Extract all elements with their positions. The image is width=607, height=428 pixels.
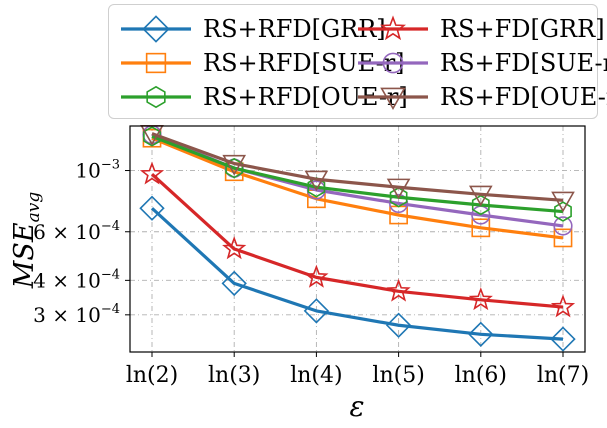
data-point xyxy=(303,298,330,324)
legend-swatch xyxy=(121,52,191,74)
legend-marker xyxy=(379,15,407,41)
series-RS+FD[SUE-r] xyxy=(142,124,573,236)
series-line xyxy=(151,136,564,240)
data-point xyxy=(307,176,326,198)
data-point xyxy=(139,161,165,185)
legend-item: RS+FD[OUE-r] xyxy=(354,81,607,113)
y-tick-label: 6 × 10−4 xyxy=(33,219,120,244)
series-RS+RFD[SUE-r] xyxy=(142,128,573,248)
legend-label: RS+RFD[GRR] xyxy=(203,15,386,43)
data-point xyxy=(553,228,573,248)
data-point xyxy=(550,326,576,352)
data-point xyxy=(221,270,247,297)
data-point xyxy=(385,312,412,338)
data-point xyxy=(222,236,247,260)
legend-item: RS+RFD[OUE-r] xyxy=(117,81,408,113)
data-point xyxy=(304,264,329,288)
legend-label: RS+FD[SUE-r] xyxy=(440,49,607,77)
legend-swatch xyxy=(358,52,428,74)
series-RS+RFD[GRR] xyxy=(139,195,576,352)
y-tick-label: 4 × 10−4 xyxy=(33,267,120,292)
legend-marker xyxy=(382,52,404,74)
legend-marker xyxy=(380,87,406,111)
series-line xyxy=(151,134,564,214)
y-axis-label: MSEavg xyxy=(9,192,44,290)
y-axis-label-subscript: avg xyxy=(24,192,44,223)
legend-marker xyxy=(142,15,170,43)
legend-item: RS+FD[GRR] xyxy=(354,13,605,45)
x-tick-label: ln(3) xyxy=(208,363,260,388)
legend-item: RS+FD[SUE-r] xyxy=(354,47,607,79)
data-point xyxy=(551,191,575,213)
data-point xyxy=(550,294,576,318)
x-axis-label: ε xyxy=(349,390,364,423)
data-point xyxy=(471,218,491,238)
svg-text:MSEavg: MSEavg xyxy=(9,192,44,290)
legend-marker xyxy=(145,52,167,74)
x-tick-label: ln(6) xyxy=(455,363,507,388)
y-axis-label-main: MSE xyxy=(9,222,40,289)
data-point xyxy=(553,216,573,236)
x-axis: ln(2) ln(3) ln(4) ln(5) ln(6) ln(7) xyxy=(126,352,589,388)
data-point xyxy=(468,185,493,207)
y-tick-label: 3 × 10−4 xyxy=(33,302,120,327)
series-line xyxy=(151,132,564,202)
data-point xyxy=(222,154,247,176)
x-tick-label: ln(5) xyxy=(372,363,424,388)
series-layer xyxy=(139,124,576,352)
data-point xyxy=(304,170,329,192)
y-axis: 3 × 10−4 4 × 10−4 6 × 10−4 10−3 xyxy=(33,158,130,327)
legend-label: RS+FD[GRR] xyxy=(440,15,605,43)
data-point xyxy=(389,193,409,214)
data-point xyxy=(386,278,411,302)
data-point xyxy=(139,195,165,221)
data-point xyxy=(468,287,493,311)
data-point xyxy=(554,201,572,222)
legend-swatch xyxy=(121,15,191,43)
legend-marker xyxy=(146,85,166,109)
series-line xyxy=(150,172,564,309)
legend-swatch xyxy=(358,87,428,111)
x-tick-label: ln(4) xyxy=(290,363,342,388)
series-line xyxy=(150,207,564,341)
plot-frame xyxy=(129,125,586,353)
series-RS+FD[GRR] xyxy=(139,161,576,318)
data-point xyxy=(386,178,411,200)
legend-swatch xyxy=(121,85,191,109)
x-tick-label: ln(7) xyxy=(537,363,589,388)
legend-swatch xyxy=(358,15,428,41)
legend-item: RS+RFD[GRR] xyxy=(117,13,386,45)
data-point xyxy=(389,187,408,208)
series-RS+RFD[OUE-r] xyxy=(143,126,572,222)
data-point xyxy=(471,194,490,216)
legend: RS+RFD[GRR] RS+FD[GRR] RS+RFD[SUE-r] RS+FD[… xyxy=(108,4,607,119)
series-line xyxy=(151,133,564,228)
data-point xyxy=(468,321,494,347)
x-tick-label: ln(2) xyxy=(126,363,178,388)
y-tick-label: 10−3 xyxy=(75,158,120,183)
legend-label: RS+FD[OUE-r] xyxy=(440,83,607,111)
